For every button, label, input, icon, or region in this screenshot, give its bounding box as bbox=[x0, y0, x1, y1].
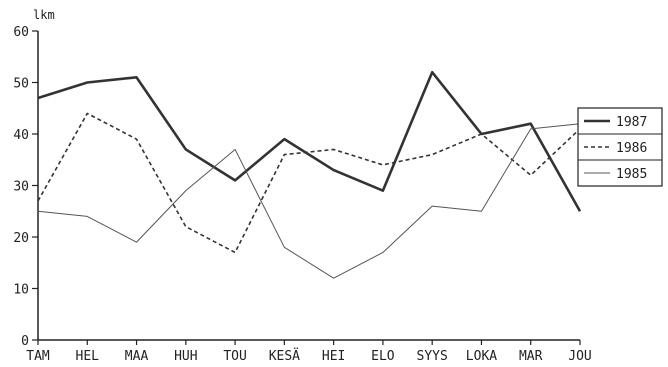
legend-label-1985: 1985 bbox=[616, 167, 647, 182]
series-line-1987 bbox=[37, 70, 582, 212]
legend-label-1987: 1987 bbox=[616, 115, 647, 130]
series-line-1985 bbox=[37, 123, 581, 279]
x-axis-ticks: TAM HEL MAA HUH TOU KESÄ HEI ELO SYYS LOKA MAR JOU bbox=[26, 340, 592, 364]
y-tick-label: 20 bbox=[13, 231, 29, 246]
y-tick-label: 40 bbox=[13, 128, 29, 143]
x-tick-label: LOKA bbox=[466, 349, 497, 364]
x-tick-label: JOU bbox=[568, 349, 591, 364]
x-tick-label: HEL bbox=[76, 349, 100, 364]
x-tick-label: TOU bbox=[223, 349, 246, 364]
series-lines bbox=[37, 70, 582, 279]
legend-label-1986: 1986 bbox=[616, 141, 647, 156]
y-axis-ticks: 0 10 20 30 40 50 60 bbox=[13, 25, 38, 349]
y-tick-label: 60 bbox=[13, 25, 29, 40]
legend: 1987 1986 1985 bbox=[577, 107, 663, 187]
x-tick-label: KESÄ bbox=[269, 348, 300, 364]
y-tick-label: 0 bbox=[21, 334, 29, 349]
series-line-1986 bbox=[37, 112, 581, 254]
x-tick-label: HEI bbox=[322, 349, 345, 364]
x-tick-label: ELO bbox=[371, 349, 395, 364]
x-tick-label: SYYS bbox=[417, 349, 448, 364]
y-tick-label: 10 bbox=[13, 283, 29, 298]
y-tick-label: 50 bbox=[13, 77, 29, 92]
x-tick-label: MAR bbox=[519, 349, 543, 364]
x-tick-label: HUH bbox=[174, 349, 197, 364]
y-axis-unit-label: lkm bbox=[33, 8, 55, 22]
x-tick-label: MAA bbox=[125, 349, 149, 364]
y-tick-label: 30 bbox=[13, 180, 29, 195]
chart-axes bbox=[37, 31, 580, 341]
x-tick-label: TAM bbox=[26, 349, 50, 364]
